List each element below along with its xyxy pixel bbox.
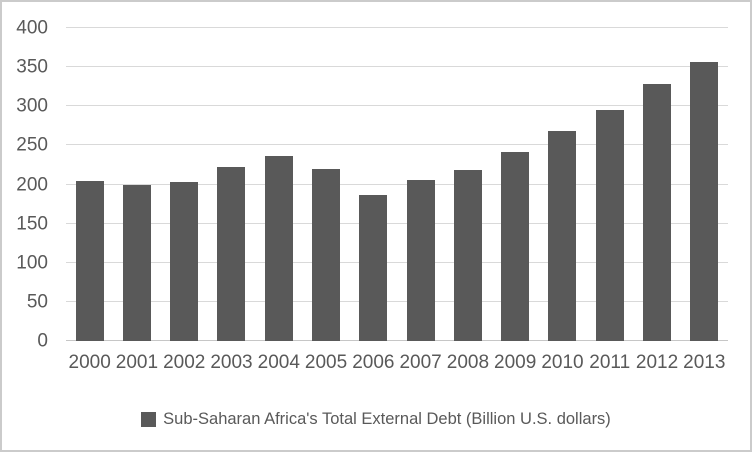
bar-series [66, 28, 728, 341]
gridline-200 [66, 183, 728, 185]
plot-area [66, 27, 728, 341]
x-tick-label-2005: 2005 [304, 352, 348, 373]
gridline-50 [66, 300, 728, 302]
y-tick-label-0: 0 [37, 330, 48, 352]
bar-slot-2000 [66, 28, 113, 341]
bar-2003 [217, 167, 246, 341]
x-tick-label-2001: 2001 [115, 352, 159, 373]
y-tick-label-50: 50 [26, 291, 48, 313]
x-tick-label-2013: 2013 [683, 352, 726, 373]
gridline-100 [66, 261, 728, 263]
bar-2008 [453, 170, 482, 341]
y-tick-label-150: 150 [16, 213, 48, 235]
bar-slot-2006 [350, 28, 397, 341]
x-tick-label-2011: 2011 [589, 352, 631, 373]
bar-2004 [264, 156, 293, 341]
bar-2001 [122, 185, 151, 341]
legend-label: Sub-Saharan Africa's Total External Debt… [163, 409, 611, 428]
x-tick-label-2012: 2012 [635, 352, 679, 373]
bar-slot-2001 [113, 28, 160, 341]
x-tick-label-2009: 2009 [494, 352, 537, 373]
x-tick-label-2008: 2008 [446, 352, 490, 373]
y-tick-label-100: 100 [16, 252, 48, 274]
gridlines [66, 27, 728, 341]
bar-slot-2010 [539, 28, 586, 341]
gridline-400 [66, 27, 728, 28]
bar-2012 [643, 84, 672, 341]
gridline-150 [66, 222, 728, 224]
bar-slot-2002 [161, 28, 208, 341]
bar-slot-2011 [586, 28, 633, 341]
bar-2002 [170, 182, 199, 341]
bar-slot-2008 [444, 28, 491, 341]
bar-2007 [406, 179, 435, 341]
bar-slot-2005 [302, 28, 349, 341]
bar-slot-2012 [633, 28, 680, 341]
y-tick-label-250: 250 [16, 134, 48, 156]
x-tick-label-2003: 2003 [210, 352, 253, 373]
y-tick-label-400: 400 [16, 17, 48, 39]
legend-swatch-icon [141, 411, 157, 427]
gridline-300 [66, 105, 728, 107]
x-tick-label-2010: 2010 [541, 352, 584, 373]
bar-2011 [595, 110, 624, 341]
bar-slot-2009 [492, 28, 539, 341]
bar-2006 [359, 194, 388, 341]
gridline-250 [66, 144, 728, 146]
y-tick-label-200: 200 [16, 174, 48, 195]
bar-slot-2013 [681, 28, 728, 341]
y-axis: 0 50 100 150 200 250 300 350 400 [2, 19, 50, 351]
x-tick-label-2000: 2000 [68, 352, 111, 373]
gridline-350 [66, 66, 728, 68]
x-axis: 2000 2001 2002 2003 2004 2005 2006 2007 2008 2009… [66, 351, 728, 375]
bar-slot-2003 [208, 28, 255, 341]
y-tick-label-350: 350 [16, 56, 48, 78]
x-tick-label-2007: 2007 [399, 352, 442, 373]
y-tick-label-300: 300 [16, 95, 48, 117]
bar-2010 [548, 131, 577, 341]
gridline-0 [66, 340, 728, 341]
x-tick-label-2002: 2002 [163, 352, 206, 373]
bar-2000 [75, 180, 104, 341]
bar-2005 [312, 168, 341, 341]
bar-2013 [690, 62, 719, 341]
x-tick-label-2006: 2006 [352, 352, 395, 373]
x-tick-label-2004: 2004 [257, 352, 300, 373]
bar-2009 [501, 151, 530, 341]
legend: Sub-Saharan Africa's Total External Debt… [2, 406, 750, 432]
bar-slot-2004 [255, 28, 302, 341]
bar-slot-2007 [397, 28, 444, 341]
